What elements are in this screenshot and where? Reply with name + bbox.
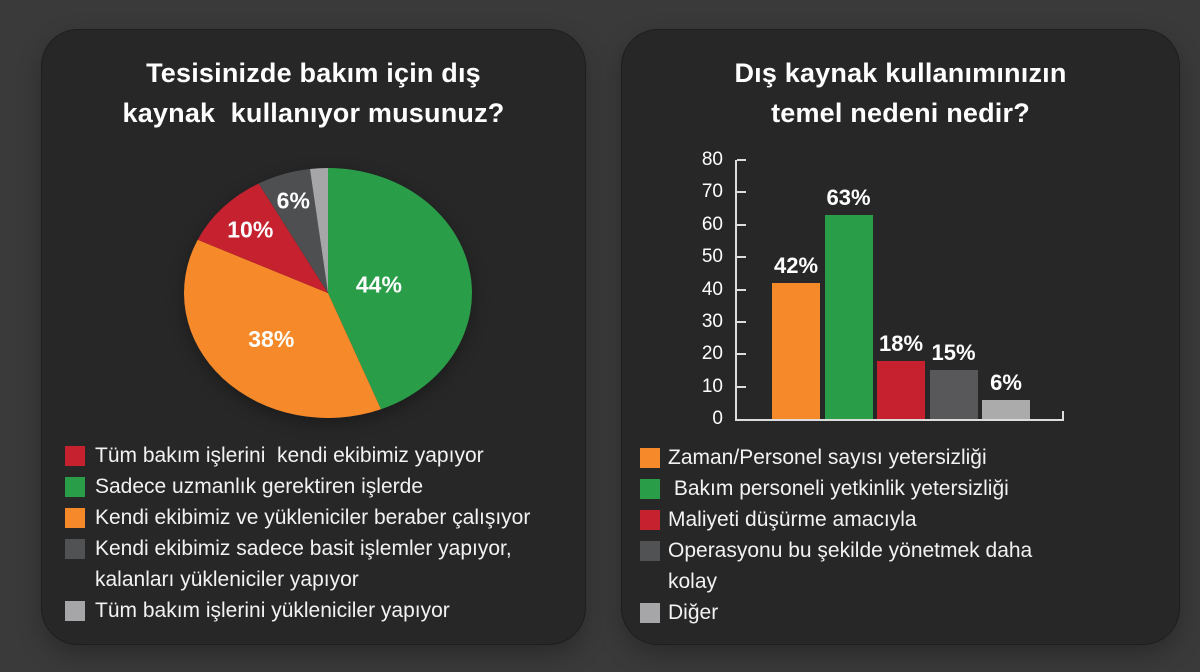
y-tick-label: 30 xyxy=(701,310,723,332)
bar-value-label: 18% xyxy=(878,330,924,356)
y-axis-tick xyxy=(737,223,746,226)
y-axis-tick xyxy=(737,353,746,356)
legend-label: Sadece uzmanlık gerektiren işlerde xyxy=(95,475,424,498)
bar xyxy=(824,215,873,419)
y-axis-tick xyxy=(737,320,746,323)
legend-item: Tüm bakım işlerini yükleniciler yapıyor xyxy=(65,595,530,626)
bar-value-label: 63% xyxy=(826,185,871,211)
bar xyxy=(982,399,1030,419)
y-tick-label: 10 xyxy=(701,375,723,397)
y-tick-label: 0 xyxy=(712,408,723,429)
legend-label: Bakım personeli yetkinlik yetersizliği xyxy=(668,477,1009,500)
legend-label: Kendi ekibimiz sadece basit işlemler yap… xyxy=(95,537,512,591)
pie-title-line-2: kaynak kullanıyor musunuz? xyxy=(122,98,505,128)
bar-value-label: 42% xyxy=(773,253,819,279)
legend-item: Tüm bakım işlerini kendi ekibimiz yapıyo… xyxy=(65,440,530,471)
legend-swatch-icon xyxy=(640,479,660,499)
legend-label: Zaman/Personel sayısı yetersizliği xyxy=(668,446,987,469)
pie-slice xyxy=(183,239,382,418)
y-axis-tick xyxy=(737,288,746,291)
pie-slice xyxy=(197,183,328,293)
legend-label: Tüm bakım işlerini kendi ekibimiz yapıyo… xyxy=(95,444,484,467)
y-tick-label: 80 xyxy=(701,149,723,170)
legend-item: Sadece uzmanlık gerektiren işlerde xyxy=(65,471,530,502)
bar-value-label: 15% xyxy=(931,340,976,366)
pie-slice xyxy=(258,168,328,293)
legend-item: Bakım personeli yetkinlik yetersizliği xyxy=(640,473,1032,504)
pie-slice-value-label: 6% xyxy=(277,187,310,213)
x-axis-end-tick xyxy=(1062,411,1064,419)
legend-item: Kendi ekibimiz ve yükleniciler beraber ç… xyxy=(65,502,530,533)
bar-chart-panel: Dış kaynak kullanımınızın temel nedeni n… xyxy=(622,30,1179,644)
legend-label: Maliyeti düşürme amacıyla xyxy=(668,508,917,531)
pie-slice-value-label: 10% xyxy=(227,217,273,243)
bar xyxy=(772,283,820,419)
x-axis xyxy=(735,419,1064,421)
bar-chart-legend: Zaman/Personel sayısı yetersizliği Bakım… xyxy=(640,442,1032,628)
bar xyxy=(929,370,978,419)
legend-item: Maliyeti düşürme amacıyla xyxy=(640,504,1032,535)
y-axis xyxy=(735,160,737,421)
pie-slice-value-label: 38% xyxy=(248,326,294,352)
y-tick-label: 20 xyxy=(701,343,723,365)
pie-chart-panel: Tesisinizde bakım için dış kaynak kullan… xyxy=(42,30,585,644)
legend-label: Diğer xyxy=(668,601,719,624)
y-axis-tick xyxy=(737,256,746,259)
pie-slice-value-label: 44% xyxy=(356,272,402,298)
legend-swatch-icon xyxy=(65,446,85,466)
legend-label: Operasyonu bu şekilde yönetmek daha kola… xyxy=(668,539,1033,593)
legend-item: Zaman/Personel sayısı yetersizliği xyxy=(640,442,1032,473)
legend-label: Kendi ekibimiz ve yükleniciler beraber ç… xyxy=(95,506,531,529)
pie-slice xyxy=(328,168,472,410)
y-axis-tick xyxy=(737,159,746,161)
legend-item: Operasyonu bu şekilde yönetmek daha kola… xyxy=(640,535,1032,597)
bar-chart-title: Dış kaynak kullanımınızın temel nedeni n… xyxy=(622,30,1179,133)
y-tick-label: 50 xyxy=(701,246,723,268)
bar xyxy=(877,360,925,419)
legend-swatch-icon xyxy=(640,448,660,468)
pie-title-line-1: Tesisinizde bakım için dış xyxy=(146,58,481,88)
legend-label: Tüm bakım işlerini yükleniciler yapıyor xyxy=(95,599,450,622)
legend-swatch-icon xyxy=(640,541,660,561)
y-tick-label: 40 xyxy=(701,278,723,300)
legend-swatch-icon xyxy=(65,508,85,528)
legend-swatch-icon xyxy=(65,539,85,559)
legend-item: Diğer xyxy=(640,597,1032,628)
legend-item: Kendi ekibimiz sadece basit işlemler yap… xyxy=(65,533,530,595)
legend-swatch-icon xyxy=(65,477,85,497)
y-axis-tick xyxy=(737,385,746,388)
bar-chart: 0 10 20 30 40 50 60 70 80 42% 63% 18% 15% 6% xyxy=(622,30,1179,644)
y-tick-label: 60 xyxy=(701,213,723,235)
legend-swatch-icon xyxy=(640,510,660,530)
bar-title-line-1: Dış kaynak kullanımınızın xyxy=(734,58,1067,88)
pie-chart: 44% 38% 10%6% xyxy=(183,168,472,418)
y-axis-tick xyxy=(737,191,746,194)
pie-chart-title: Tesisinizde bakım için dış kaynak kullan… xyxy=(42,30,585,133)
y-tick-label: 70 xyxy=(701,181,723,203)
bar-title-line-2: temel nedeni nedir? xyxy=(771,98,1030,128)
legend-swatch-icon xyxy=(65,601,85,621)
pie-chart-legend: Tüm bakım işlerini kendi ekibimiz yapıyo… xyxy=(65,440,530,626)
bar-value-label: 6% xyxy=(990,369,1022,395)
legend-swatch-icon xyxy=(640,603,660,623)
pie-slice xyxy=(309,168,328,293)
